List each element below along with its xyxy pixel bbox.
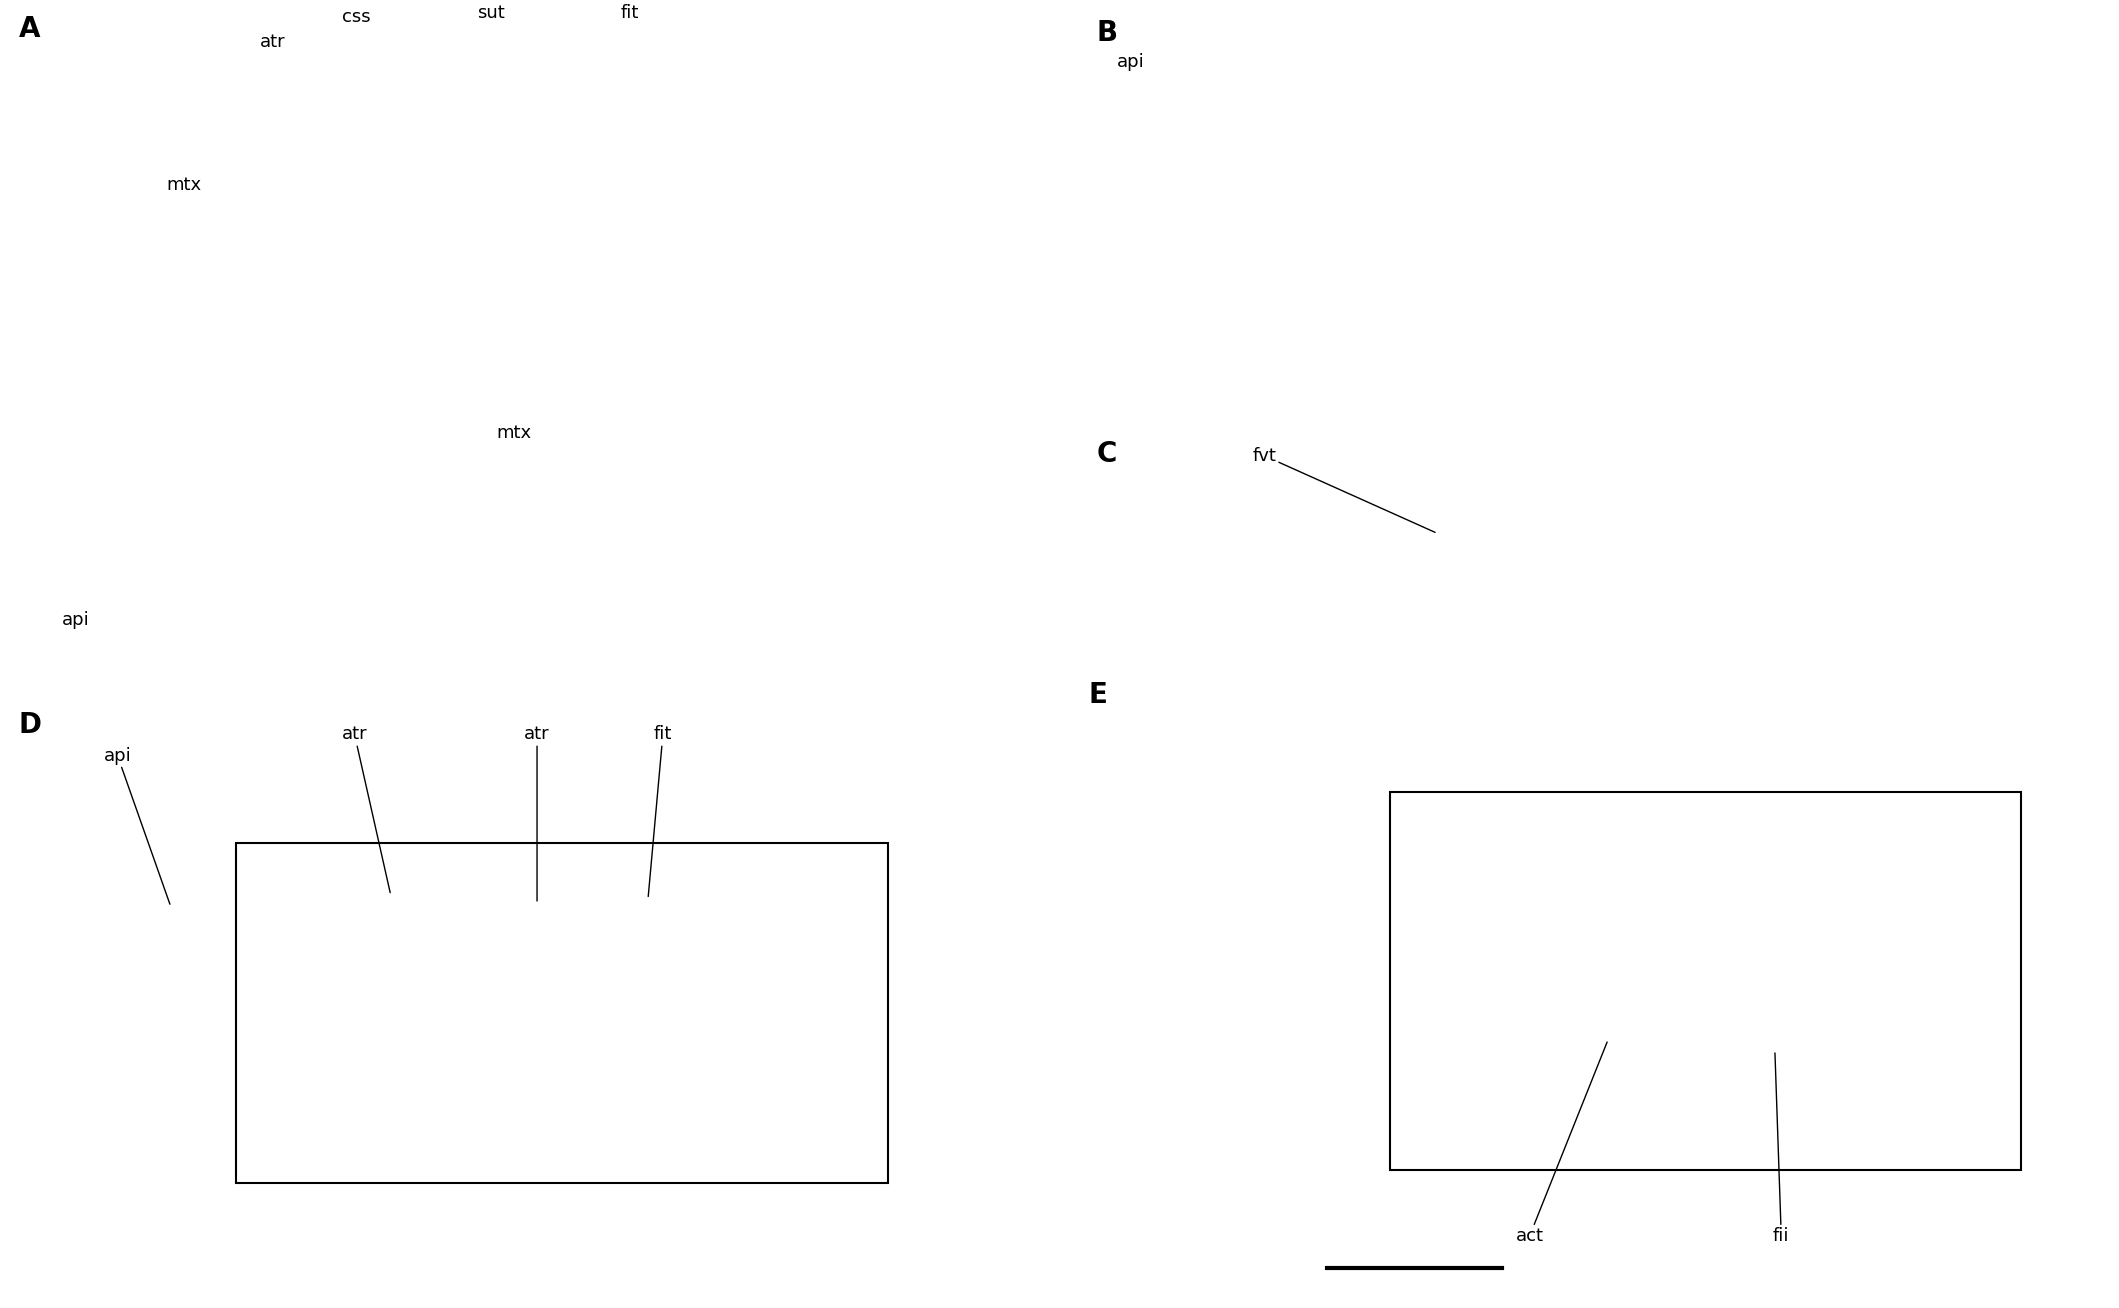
Text: act: act xyxy=(1515,1042,1606,1245)
Text: mtx: mtx xyxy=(165,177,201,194)
Text: atr: atr xyxy=(523,726,549,901)
Text: fvt: fvt xyxy=(1252,446,1435,532)
Text: atr: atr xyxy=(341,726,390,892)
Bar xyxy=(235,844,888,1182)
Text: D: D xyxy=(19,710,42,739)
Text: fit: fit xyxy=(648,726,672,896)
Text: api: api xyxy=(104,747,170,904)
Text: C: C xyxy=(1096,439,1117,468)
Text: B: B xyxy=(1096,20,1117,47)
Text: fii: fii xyxy=(1774,1053,1791,1245)
Bar xyxy=(1390,793,2022,1171)
Text: fit: fit xyxy=(621,4,638,22)
Text: css: css xyxy=(343,8,439,317)
Text: fii: fii xyxy=(1935,511,1958,786)
Text: mtx: mtx xyxy=(496,424,532,442)
Text: E: E xyxy=(1089,681,1108,709)
Text: act: act xyxy=(1314,514,1377,770)
Text: api: api xyxy=(61,552,123,629)
Text: api: api xyxy=(1117,52,1208,160)
Text: A: A xyxy=(19,14,40,43)
Text: atr: atr xyxy=(261,33,286,51)
Text: sut: sut xyxy=(477,4,506,327)
